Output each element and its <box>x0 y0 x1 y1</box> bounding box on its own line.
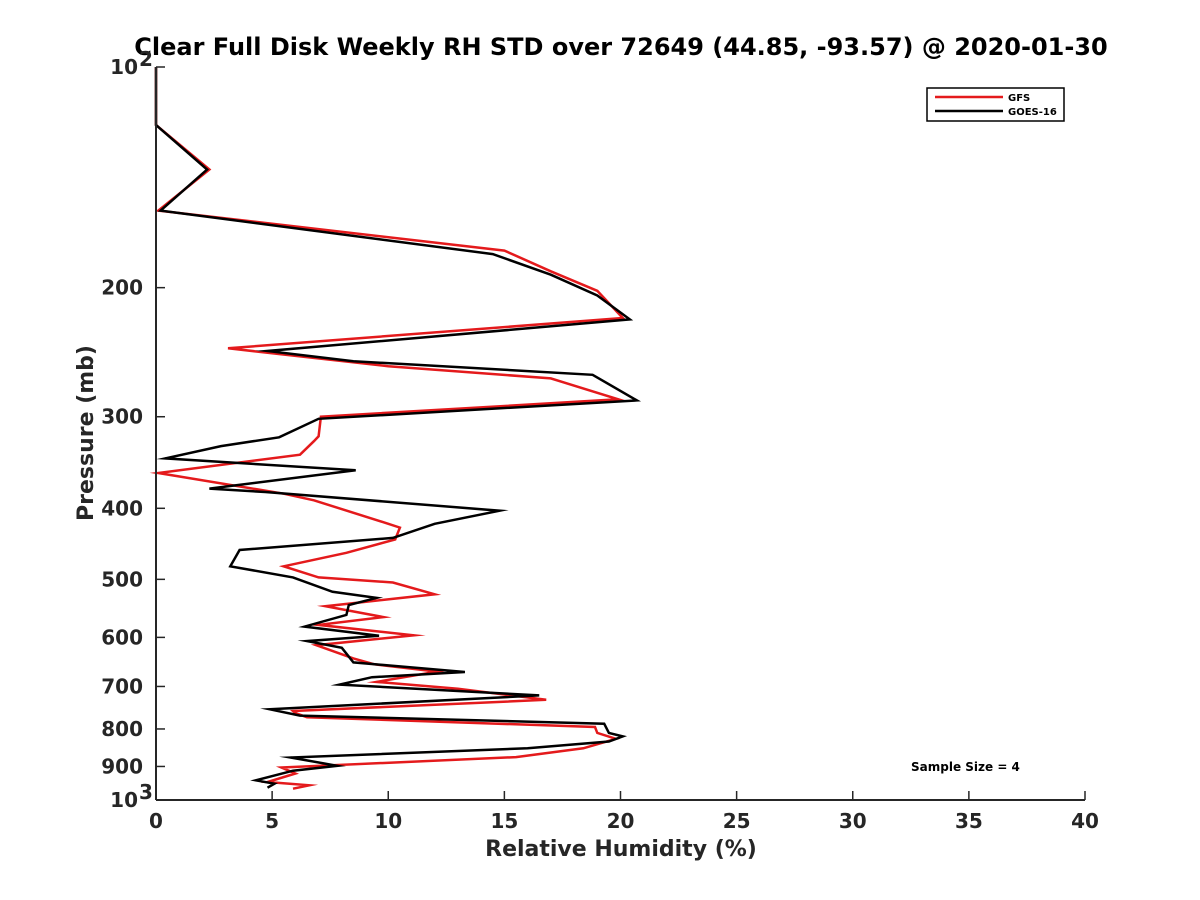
plot-background <box>156 67 1085 800</box>
y-tick-label: 700 <box>101 674 143 698</box>
y-tick-exponent: 3 <box>139 780 153 804</box>
sample-size-annotation: Sample Size = 4 <box>911 760 1020 774</box>
y-tick-label: 500 <box>101 567 143 591</box>
y-tick-label: 300 <box>101 405 143 429</box>
x-tick-label: 25 <box>723 809 751 833</box>
y-tick-label: 200 <box>101 276 143 300</box>
x-tick-label: 40 <box>1071 809 1099 833</box>
series-layer <box>149 67 642 790</box>
legend-box <box>926 87 1065 122</box>
x-ticks: 0 5 10 15 20 25 30 35 40 <box>149 791 1099 833</box>
legend: GFS GOES-16 <box>926 87 1065 122</box>
y-tick-label: 10 <box>110 55 138 79</box>
x-tick-label: 0 <box>149 809 163 833</box>
series-line-goes-16 <box>154 67 642 789</box>
y-tick-label: 800 <box>101 717 143 741</box>
x-tick-label: 30 <box>839 809 867 833</box>
legend-label-goes16: GOES-16 <box>1008 107 1057 118</box>
x-tick-label: 20 <box>607 809 635 833</box>
series-line-gfs <box>149 67 626 790</box>
y-tick-label: 600 <box>101 625 143 649</box>
legend-label-gfs: GFS <box>1008 93 1030 104</box>
x-axis-title: Relative Humidity (%) <box>485 837 757 862</box>
x-tick-label: 5 <box>265 809 279 833</box>
y-axis-title: Pressure (mb) <box>74 345 99 521</box>
chart-title: Clear Full Disk Weekly RH STD over 72649… <box>134 33 1107 61</box>
x-tick-label: 15 <box>490 809 518 833</box>
y-tick-exponent: 2 <box>139 47 153 71</box>
y-tick-label: 900 <box>101 754 143 778</box>
y-tick-label: 10 <box>110 788 138 812</box>
x-tick-label: 10 <box>374 809 402 833</box>
plot-area: 0 5 10 15 20 25 30 35 40 10 220030040050060070080… <box>101 47 1099 833</box>
x-tick-label: 35 <box>955 809 983 833</box>
y-tick-label: 400 <box>101 496 143 520</box>
